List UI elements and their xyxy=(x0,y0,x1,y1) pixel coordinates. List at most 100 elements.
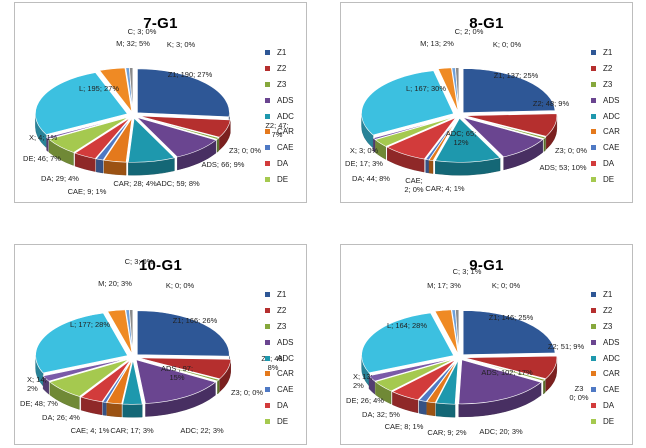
chart-title: 9-G1 xyxy=(469,257,504,274)
legend-item-z2: Z2 xyxy=(591,303,620,319)
data-label-c: C; 3; 0% xyxy=(128,27,157,36)
legend-item-z1: Z1 xyxy=(591,45,620,61)
slice-z2 xyxy=(464,113,558,137)
slice-ads xyxy=(458,359,542,405)
legend-label: CAE xyxy=(277,385,294,395)
data-label-c: C; 2; 0% xyxy=(455,27,484,36)
legend-swatch xyxy=(591,355,596,361)
data-label-de: DE; 48; 7% xyxy=(20,399,58,408)
legend-item-car: CAR xyxy=(591,366,620,382)
slice-side-cae xyxy=(425,159,430,174)
data-label-cae: CAE; 8; 1% xyxy=(385,422,424,431)
slice-side-z3 xyxy=(543,379,546,395)
legend-swatch xyxy=(591,292,596,298)
chart-legend: Z1 Z2 Z3 ADS ADC CAR CAE DA DE xyxy=(265,45,294,187)
data-label-z3: Z3; 0; 0% xyxy=(555,146,587,155)
slice-m xyxy=(99,67,133,112)
legend-label: ADS xyxy=(277,337,294,347)
legend-item-de: DE xyxy=(591,413,620,429)
data-label-m: M; 13; 2% xyxy=(420,39,454,48)
slice-z3 xyxy=(464,116,547,139)
slice-adc xyxy=(122,360,143,405)
slice-x xyxy=(368,358,454,382)
legend-item-cae: CAE xyxy=(265,382,294,398)
slice-side-adc xyxy=(122,403,143,418)
slice-side-car xyxy=(106,402,122,418)
legend-swatch xyxy=(265,387,270,393)
legend-item-car: CAR xyxy=(265,124,294,140)
legend-swatch xyxy=(591,66,596,72)
slice-k xyxy=(129,309,134,354)
legend-label: ADC xyxy=(603,353,620,363)
data-label-z1: Z1; 146; 25% xyxy=(489,313,534,322)
data-label-cae: CAE; 4; 1% xyxy=(71,426,110,435)
data-label-z2: Z2; 47; 7% xyxy=(265,121,288,139)
slice-k xyxy=(455,67,460,112)
slice-de xyxy=(374,358,455,392)
data-label-m: M; 20; 3% xyxy=(98,279,132,288)
legend-item-car: CAR xyxy=(591,124,620,140)
legend-label: DE xyxy=(603,416,615,426)
slice-car xyxy=(103,118,133,163)
data-label-k: K; 3; 0% xyxy=(167,40,196,49)
legend-label: Z2 xyxy=(277,306,287,316)
legend-swatch xyxy=(265,50,270,56)
legend-label: DA xyxy=(277,400,289,410)
legend-swatch xyxy=(591,113,596,119)
legend-label: Z1 xyxy=(277,48,287,58)
legend-label: DA xyxy=(603,400,615,410)
legend-item-de: DE xyxy=(265,171,294,187)
slice-z2 xyxy=(138,357,232,380)
legend-swatch xyxy=(591,160,596,166)
chart-panel-8-g1: 8-G1 Z1; 137; 25% Z2; 48; 9% Z3; 0; 0% ADS; … xyxy=(340,2,633,203)
slice-side-z3 xyxy=(216,137,220,153)
chart-legend: Z1 Z2 Z3 ADS ADC CAR CAE DA DE xyxy=(591,45,620,187)
legend-label: CAR xyxy=(603,127,620,137)
legend-swatch xyxy=(591,339,596,345)
legend-swatch xyxy=(265,81,270,87)
data-label-adc: ADC; 20; 3% xyxy=(479,427,523,436)
legend-item-z1: Z1 xyxy=(265,287,294,303)
data-label-de: DE; 17; 3% xyxy=(345,159,383,168)
slice-l xyxy=(35,72,128,135)
data-label-x: X; 3; 0% xyxy=(350,146,379,155)
data-label-ads: ADS; 66; 9% xyxy=(202,160,245,169)
chart-panel-10-g1: 10-G1 Z1; 166; 26% Z2; 48; 8% Z3; 0; 0% ADS ;… xyxy=(14,244,307,445)
data-label-ads: ADS; 53; 10% xyxy=(539,163,586,172)
legend-label: Z2 xyxy=(603,306,613,316)
slice-side-adc xyxy=(435,402,456,418)
slice-car xyxy=(106,360,133,405)
data-label-z1: Z1; 166; 26% xyxy=(173,316,218,325)
data-label-adc: ADC; 59; 8% xyxy=(156,179,200,188)
legend-label: ADS xyxy=(603,337,620,347)
data-label-z2: Z2; 48; 9% xyxy=(533,99,570,108)
legend-swatch xyxy=(265,113,270,119)
legend-label: ADS xyxy=(277,95,294,105)
chart-panel-7-g1: 7-G1 Z1; 190; 27% Z2; 47; 7% Z3; 0; 0% ADS; 6… xyxy=(14,2,307,203)
legend-label: CAR xyxy=(277,127,294,137)
legend-swatch xyxy=(265,402,270,408)
chart-title: 10-G1 xyxy=(138,257,183,274)
legend-item-adc: ADC xyxy=(265,108,294,124)
data-label-car: CAR; 9; 2% xyxy=(427,428,467,437)
data-label-car: CAR; 4; 1% xyxy=(425,184,465,193)
slice-m xyxy=(107,309,133,354)
legend-swatch xyxy=(265,97,270,103)
data-label-z2: Z2; 48; 8% xyxy=(261,354,284,372)
legend-swatch xyxy=(591,387,596,393)
legend-item-z3: Z3 xyxy=(591,319,620,335)
legend-item-z3: Z3 xyxy=(591,77,620,93)
legend-item-da: DA xyxy=(591,156,620,172)
slice-side-cae xyxy=(102,401,107,416)
data-label-x: X; 13; 2% xyxy=(353,372,373,390)
slice-k xyxy=(455,309,460,354)
legend-swatch xyxy=(591,129,596,135)
data-label-z3: Z3; 0; 0% xyxy=(229,146,261,155)
data-label-m: M; 17; 3% xyxy=(427,281,461,290)
slice-de xyxy=(49,359,129,397)
slice-da xyxy=(80,359,131,403)
slice-z3 xyxy=(138,358,220,382)
data-label-de: DE; 26; 4% xyxy=(346,396,384,405)
legend-item-z1: Z1 xyxy=(591,287,620,303)
data-label-de: DE; 46; 7% xyxy=(23,154,61,163)
